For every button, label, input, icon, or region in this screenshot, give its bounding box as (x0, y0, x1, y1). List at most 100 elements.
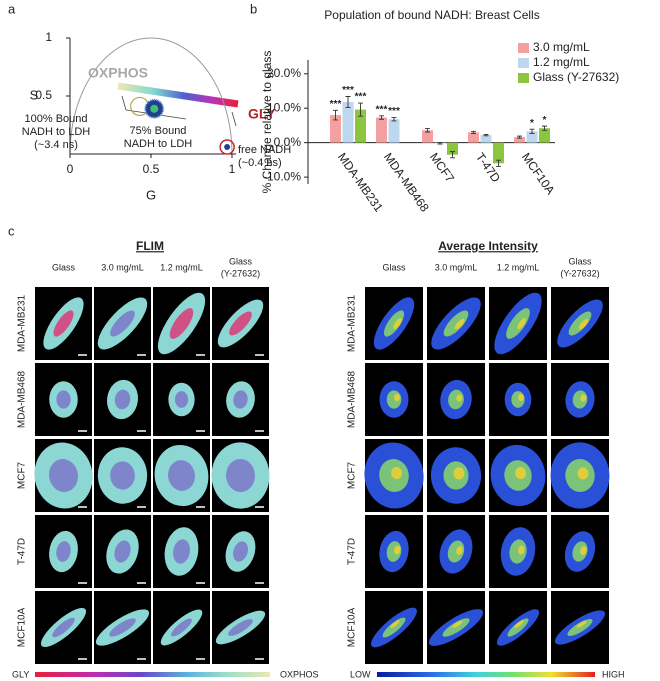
cell-core (506, 308, 530, 339)
universal-circle (69, 37, 233, 155)
bar (539, 128, 550, 143)
significance: * (543, 115, 547, 126)
bar (376, 117, 387, 143)
panel-label: a (8, 1, 16, 16)
row-label: T-47D (17, 538, 28, 565)
chart-title: Population of bound NADH: Breast Cells (324, 8, 539, 22)
cluster-core (224, 144, 231, 151)
column-header: Glass (568, 256, 592, 266)
cell-core (568, 311, 592, 336)
row-label: MDA-MB231 (347, 294, 358, 352)
error-bar (358, 102, 363, 117)
error-bar (529, 128, 535, 134)
x-tick-label: MDA-MB468 (381, 150, 432, 215)
y-axis-label: % Change relative to glass (260, 51, 274, 194)
significance: * (530, 118, 534, 129)
cell-core (110, 461, 135, 490)
cell-hotspot (580, 394, 587, 402)
cell-core (443, 310, 469, 337)
column-header: 3.0 mg/mL (101, 262, 144, 272)
cell-core (52, 617, 75, 638)
x-tick-label: 0.5 (143, 162, 160, 176)
grid-title: Average Intensity (438, 239, 538, 253)
colorbar (377, 672, 595, 677)
cell-core (110, 310, 135, 337)
column-header: Glass (229, 256, 253, 266)
cell-hotspot (577, 467, 589, 480)
cell-core (114, 540, 131, 563)
cell-hotspot (580, 546, 587, 555)
legend-swatch (518, 43, 529, 53)
y-tick-label: -10.0% (263, 169, 301, 183)
cell-hotspot (394, 545, 401, 555)
cell-core (383, 310, 405, 337)
column-header: 1.2 mg/mL (497, 262, 540, 272)
cell-core (173, 539, 190, 564)
annotation: 75% Bound (130, 125, 187, 137)
bar (493, 142, 504, 164)
significance: *** (342, 85, 354, 96)
bar (342, 102, 354, 143)
row-label: MDA-MB231 (17, 294, 28, 352)
bar (514, 137, 525, 143)
y-tick-label: 0.0% (274, 135, 302, 149)
cell-hotspot (390, 620, 400, 629)
cell-hotspot (518, 393, 524, 402)
bar (526, 131, 538, 143)
significance: *** (388, 106, 400, 117)
cell-core (56, 390, 71, 409)
cell-core (233, 541, 248, 562)
cell-hotspot (452, 620, 463, 628)
cell-core (171, 618, 192, 637)
annotation: NADH to LDH (22, 126, 91, 138)
colorbar-label: GLY (12, 669, 29, 679)
bar (388, 119, 400, 143)
column-header: (Y-27632) (560, 268, 599, 278)
cell-hotspot (454, 318, 465, 330)
colorbar-label: OXPHOS (280, 669, 319, 679)
colorbar (35, 672, 270, 677)
bar (468, 132, 479, 143)
grid-title: FLIM (136, 239, 164, 253)
cell-core (48, 459, 79, 492)
cell-hotspot (394, 393, 400, 402)
cell-core (109, 618, 136, 637)
y-tick-label: 10.0% (267, 100, 301, 114)
row-label: MDA-MB468 (17, 370, 28, 428)
error-bar (471, 130, 476, 134)
y-tick-label: 20.0% (267, 66, 301, 80)
cell-hotspot (578, 318, 589, 330)
cell-core (229, 311, 252, 336)
cell-core (507, 618, 529, 637)
cell-hotspot (576, 620, 587, 628)
trajectory (117, 82, 239, 108)
annotation: 100% Bound (25, 113, 88, 125)
cell-hotspot (391, 466, 403, 480)
cell-core (174, 391, 189, 408)
cell-hotspot (456, 546, 463, 555)
column-header: Glass (382, 262, 406, 272)
error-bar (496, 159, 501, 167)
error-bar (483, 133, 489, 137)
bar (447, 142, 458, 155)
y-axis-label: S (30, 87, 39, 102)
error-bar (437, 142, 443, 145)
annotation: (~0.4 ns) (238, 157, 282, 169)
error-bar (517, 135, 522, 139)
bar (480, 135, 492, 143)
panel-label: c (8, 223, 15, 238)
colorbar-label: HIGH (602, 669, 625, 679)
bar (422, 130, 433, 143)
significance: *** (355, 92, 367, 103)
row-label: MCF10A (347, 607, 358, 647)
y-tick-label: 1 (45, 30, 52, 44)
cell-core (509, 539, 527, 564)
annotation: free NADH (238, 144, 291, 156)
phasor-point (219, 139, 235, 155)
legend-label: 1.2 mg/mL (533, 55, 590, 69)
cell-hotspot (393, 317, 402, 330)
error-bar (391, 117, 397, 122)
x-axis-label: G (146, 187, 156, 202)
significance: *** (376, 104, 388, 115)
